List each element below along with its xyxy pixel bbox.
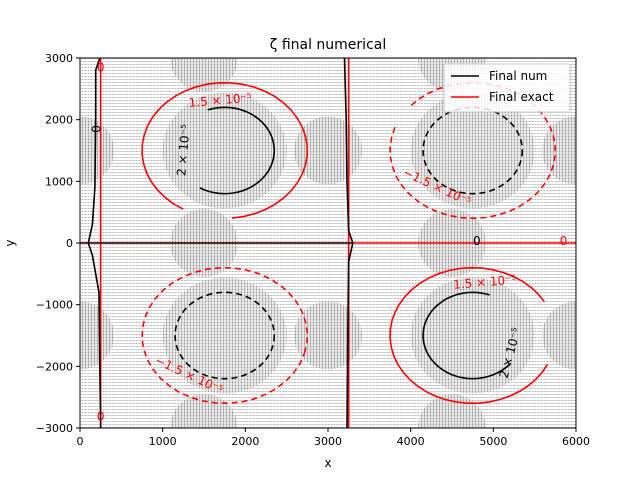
quiver-dark-cell bbox=[80, 116, 114, 185]
exact-contour-neg bbox=[141, 266, 309, 405]
x-tick-label: 0 bbox=[77, 435, 84, 448]
x-tick-label: 1000 bbox=[149, 435, 177, 448]
quiver-shading bbox=[80, 58, 576, 428]
x-tick-label: 3000 bbox=[314, 435, 342, 448]
exact-contour-neg bbox=[389, 81, 556, 220]
num-contour-neg bbox=[174, 291, 276, 380]
y-tick-label: −2000 bbox=[36, 360, 73, 373]
quiver-vortex-core bbox=[162, 92, 287, 209]
x-tick-label: 2000 bbox=[231, 435, 259, 448]
x-axis-label: x bbox=[324, 456, 331, 470]
exact-label-pos: 1.5 × 10⁻⁵ bbox=[453, 272, 517, 291]
num-contour-neg bbox=[422, 106, 524, 195]
y-tick-label: 2000 bbox=[45, 114, 73, 127]
x-tick-label: 6000 bbox=[562, 435, 590, 448]
y-tick-label: −3000 bbox=[36, 422, 73, 435]
num-zero-line bbox=[87, 58, 102, 428]
exact-contour-pos bbox=[389, 266, 549, 404]
quiver-dark-cell bbox=[170, 394, 238, 428]
quiver-dark-cell bbox=[294, 301, 362, 370]
exact-label-pos: 1.5 × 10⁻⁵ bbox=[188, 91, 252, 110]
num-contour-pos bbox=[422, 291, 512, 380]
num-label-pos: 2 × 10⁻⁵ bbox=[174, 124, 192, 177]
exact-contour-pos bbox=[141, 81, 309, 219]
y-tick-label: 0 bbox=[66, 237, 73, 250]
quiver-dark-cell bbox=[542, 301, 576, 370]
y-tick-label: 3000 bbox=[45, 52, 73, 65]
x-tick-label: 5000 bbox=[479, 435, 507, 448]
num-label-zero: 0 bbox=[90, 125, 104, 133]
quiver-dark-cell bbox=[542, 116, 576, 185]
num-zero-line bbox=[343, 58, 354, 428]
exact-label-zero: 0 bbox=[97, 61, 105, 75]
legend: Final num Final exact bbox=[443, 63, 571, 113]
exact-label-zero: 0 bbox=[97, 410, 105, 424]
chart-title: ζ final numerical bbox=[270, 37, 386, 53]
quiver-dark-cell bbox=[80, 301, 114, 370]
quiver-vortex-core bbox=[162, 277, 287, 394]
num-contour-pos bbox=[199, 106, 276, 195]
legend-label-final-exact: Final exact bbox=[489, 90, 554, 104]
legend-label-final-num: Final num bbox=[489, 69, 547, 83]
y-tick-label: −1000 bbox=[36, 299, 73, 312]
plot-area: 1.5 × 10⁻⁵−1.5 × 10⁻⁵1.5 × 10⁻⁵−1.5 × 10… bbox=[80, 58, 576, 428]
quiver-vortex-core bbox=[410, 277, 535, 394]
y-tick-label: 1000 bbox=[45, 175, 73, 188]
x-axis: 0 1000 2000 3000 4000 5000 6000 bbox=[77, 428, 590, 448]
quiver-vortex-core bbox=[410, 92, 535, 209]
num-label-zero: 0 bbox=[473, 234, 481, 248]
exact-label-zero: 0 bbox=[560, 234, 568, 248]
quiver-dark-cell bbox=[294, 116, 362, 185]
y-axis: −3000 −2000 −1000 0 1000 2000 3000 bbox=[36, 52, 80, 435]
y-axis-label: y bbox=[3, 239, 17, 246]
x-tick-label: 4000 bbox=[397, 435, 425, 448]
